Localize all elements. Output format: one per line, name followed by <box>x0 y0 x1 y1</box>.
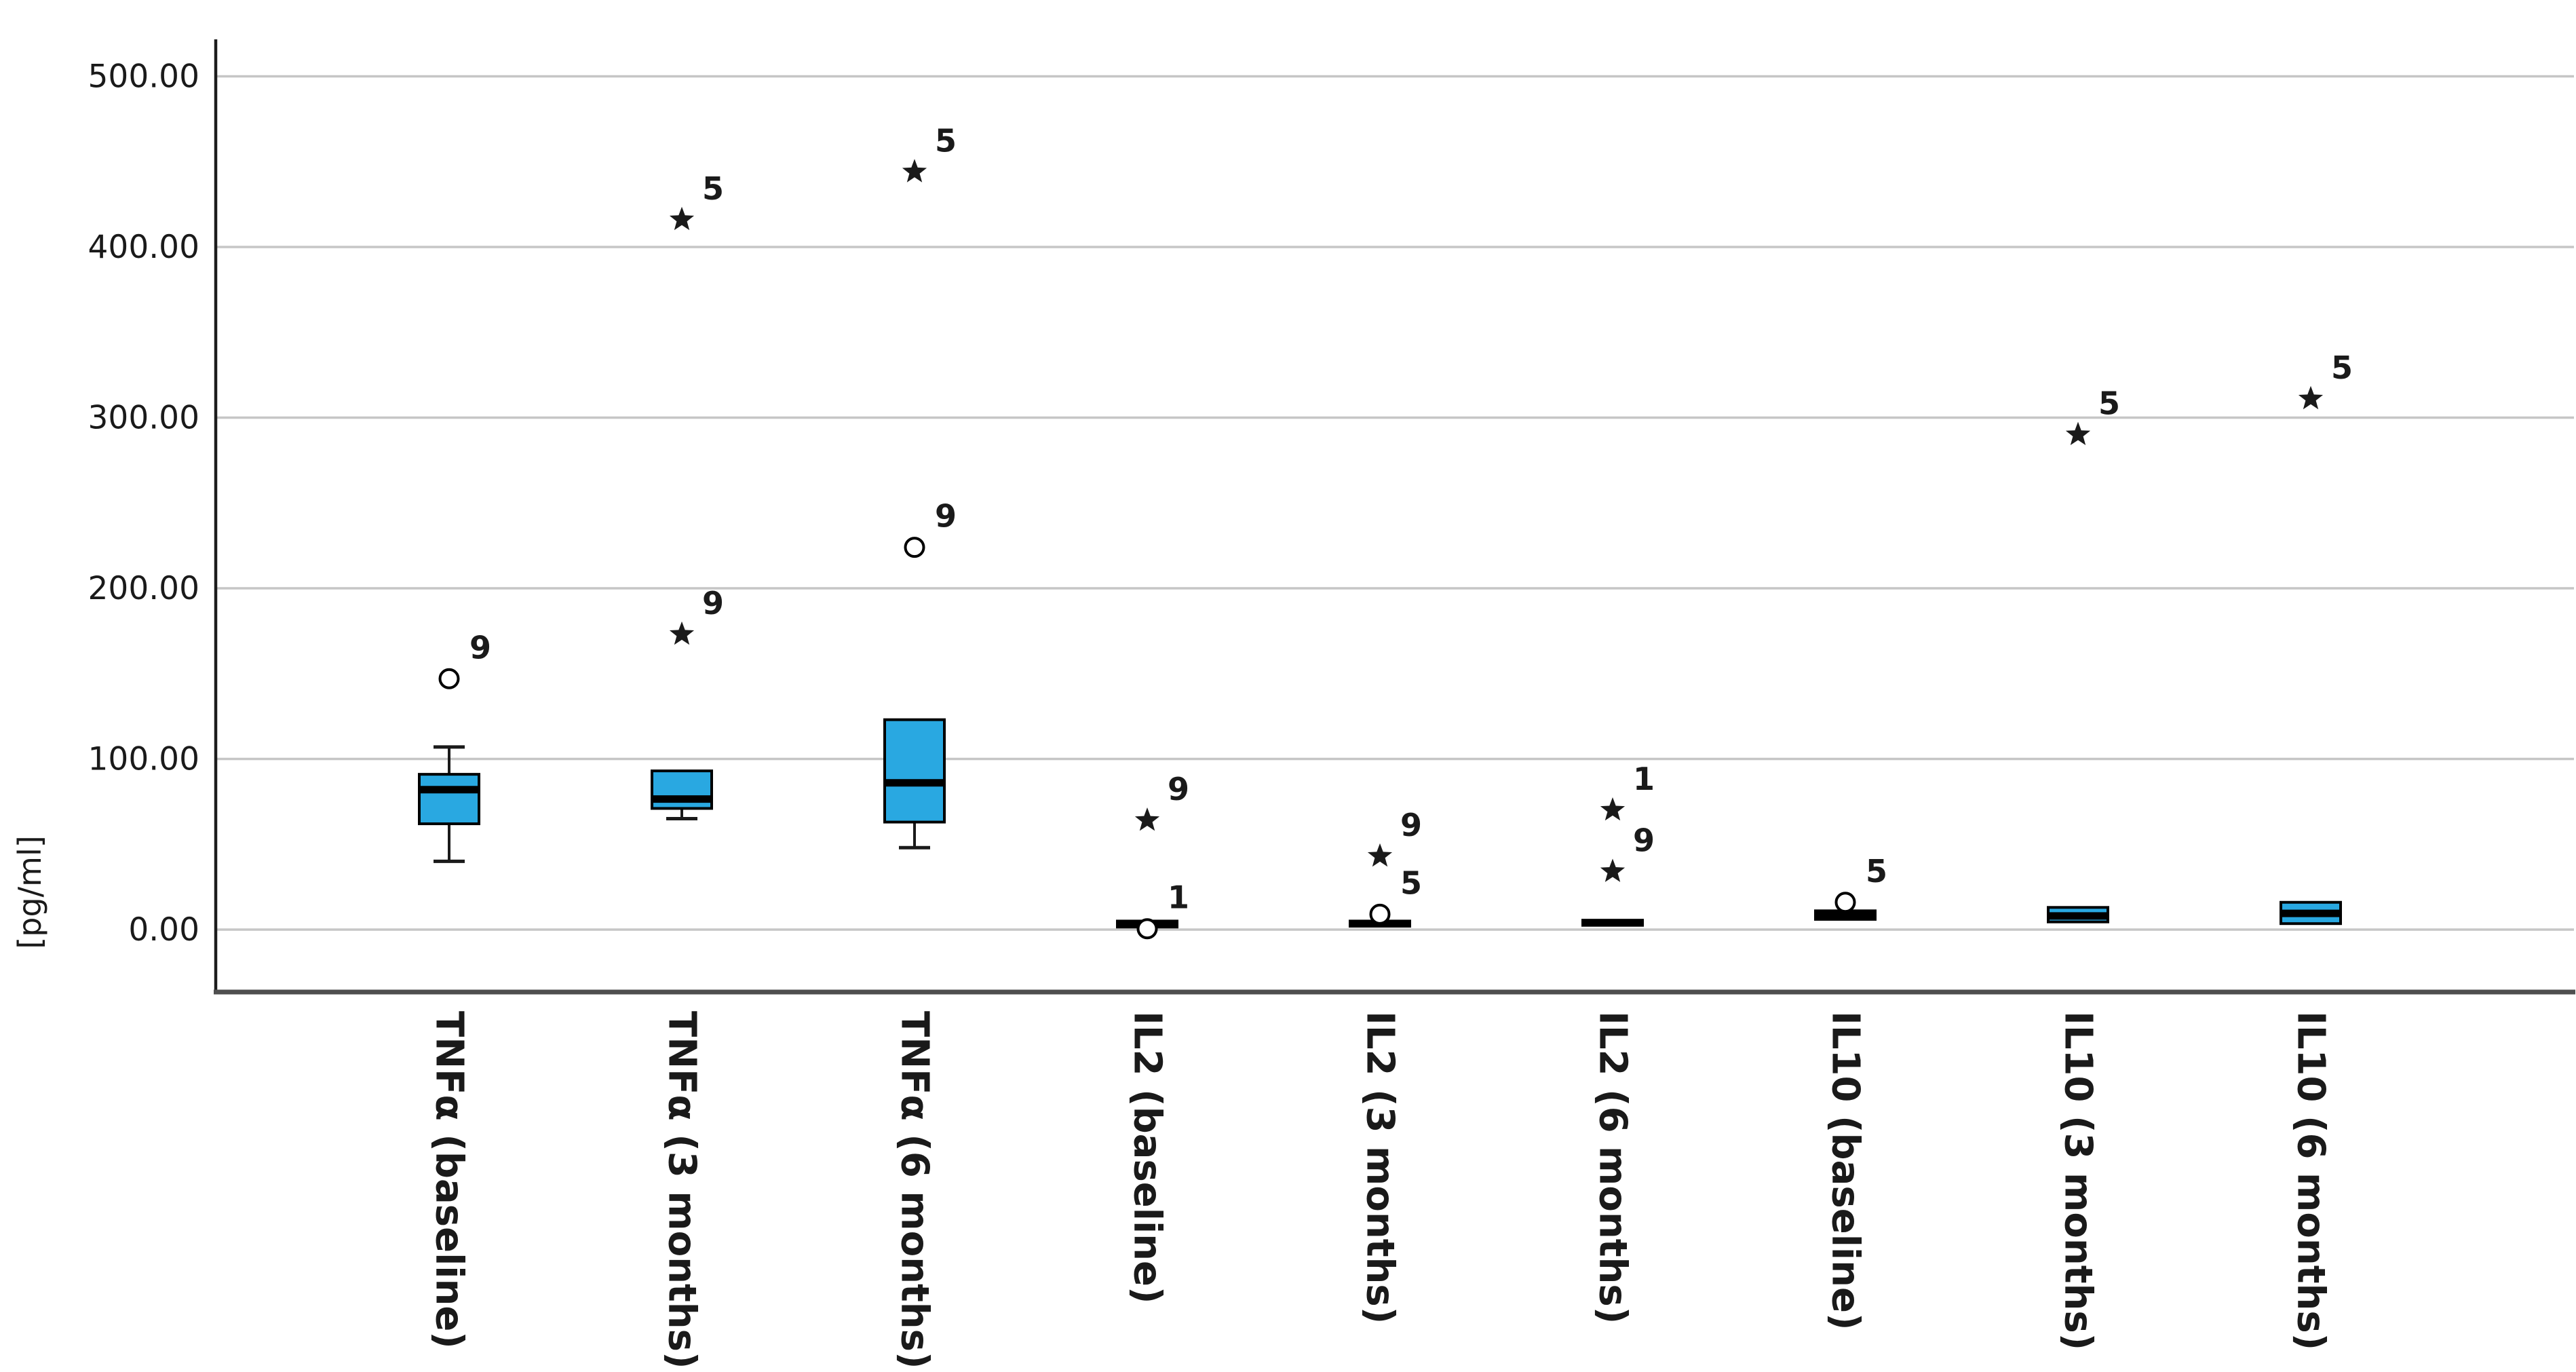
circle-outlier-marker <box>904 537 925 558</box>
star-outlier-marker <box>1600 858 1626 882</box>
y-tick-label: 100.00 <box>88 741 199 778</box>
y-tick-label: 500.00 <box>88 58 199 96</box>
x-category-label: IL10 (6 months) <box>2289 1011 2333 1350</box>
y-tick-label: 200.00 <box>88 570 199 607</box>
outlier-case-label: 9 <box>935 498 957 535</box>
box <box>883 718 946 824</box>
circle-outlier-marker <box>438 668 460 689</box>
star-outlier-marker <box>1600 797 1626 821</box>
box <box>418 773 480 826</box>
x-category-label: IL10 (baseline) <box>1824 1011 1868 1331</box>
median-line <box>1814 911 1877 919</box>
x-category-label: TNFα (6 months) <box>893 1011 937 1369</box>
outlier-case-label: 5 <box>702 170 724 207</box>
x-category-label: IL10 (3 months) <box>2056 1011 2100 1350</box>
x-category-label: TNFα (3 months) <box>660 1011 704 1369</box>
y-tick-label: 400.00 <box>88 229 199 266</box>
circle-outlier-marker <box>1136 918 1158 940</box>
x-category-label: TNFα (baseline) <box>427 1011 472 1349</box>
median-line <box>883 779 946 787</box>
star-outlier-marker <box>2298 385 2324 410</box>
outlier-case-label: 5 <box>2331 349 2353 386</box>
star-outlier-marker <box>902 159 927 183</box>
y-axis-unit-label: [pg/ml] <box>12 835 48 949</box>
outlier-case-label: 5 <box>935 122 957 159</box>
outlier-case-label: 5 <box>1400 864 1422 901</box>
circle-outlier-marker <box>1834 892 1856 913</box>
y-tick-label: 0.00 <box>128 911 199 949</box>
outlier-case-label: 5 <box>1866 853 1887 890</box>
median-line <box>2047 912 2109 920</box>
median-line <box>2280 909 2342 917</box>
outlier-case-label: 5 <box>2098 385 2120 422</box>
star-outlier-marker <box>1134 807 1160 831</box>
outlier-case-label: 9 <box>469 629 491 666</box>
median-line <box>1581 919 1644 927</box>
x-category-label: IL2 (3 months) <box>1358 1011 1402 1324</box>
outlier-case-label: 9 <box>1168 771 1189 807</box>
star-outlier-marker <box>1367 843 1393 867</box>
outlier-case-label: 9 <box>1633 822 1655 858</box>
median-line <box>418 786 480 794</box>
y-tick-label: 300.00 <box>88 400 199 437</box>
x-category-label: IL2 (baseline) <box>1126 1011 1170 1304</box>
outlier-case-label: 9 <box>702 585 724 622</box>
box <box>651 769 713 810</box>
outlier-case-label: 1 <box>1633 761 1655 797</box>
star-outlier-marker <box>669 206 695 231</box>
outlier-case-label: 1 <box>1168 879 1189 916</box>
circle-outlier-marker <box>1369 903 1391 925</box>
x-category-label: IL2 (6 months) <box>1591 1011 1635 1324</box>
star-outlier-marker <box>669 621 695 645</box>
outlier-case-label: 9 <box>1400 807 1422 843</box>
median-line <box>651 795 713 803</box>
star-outlier-marker <box>2065 421 2091 445</box>
